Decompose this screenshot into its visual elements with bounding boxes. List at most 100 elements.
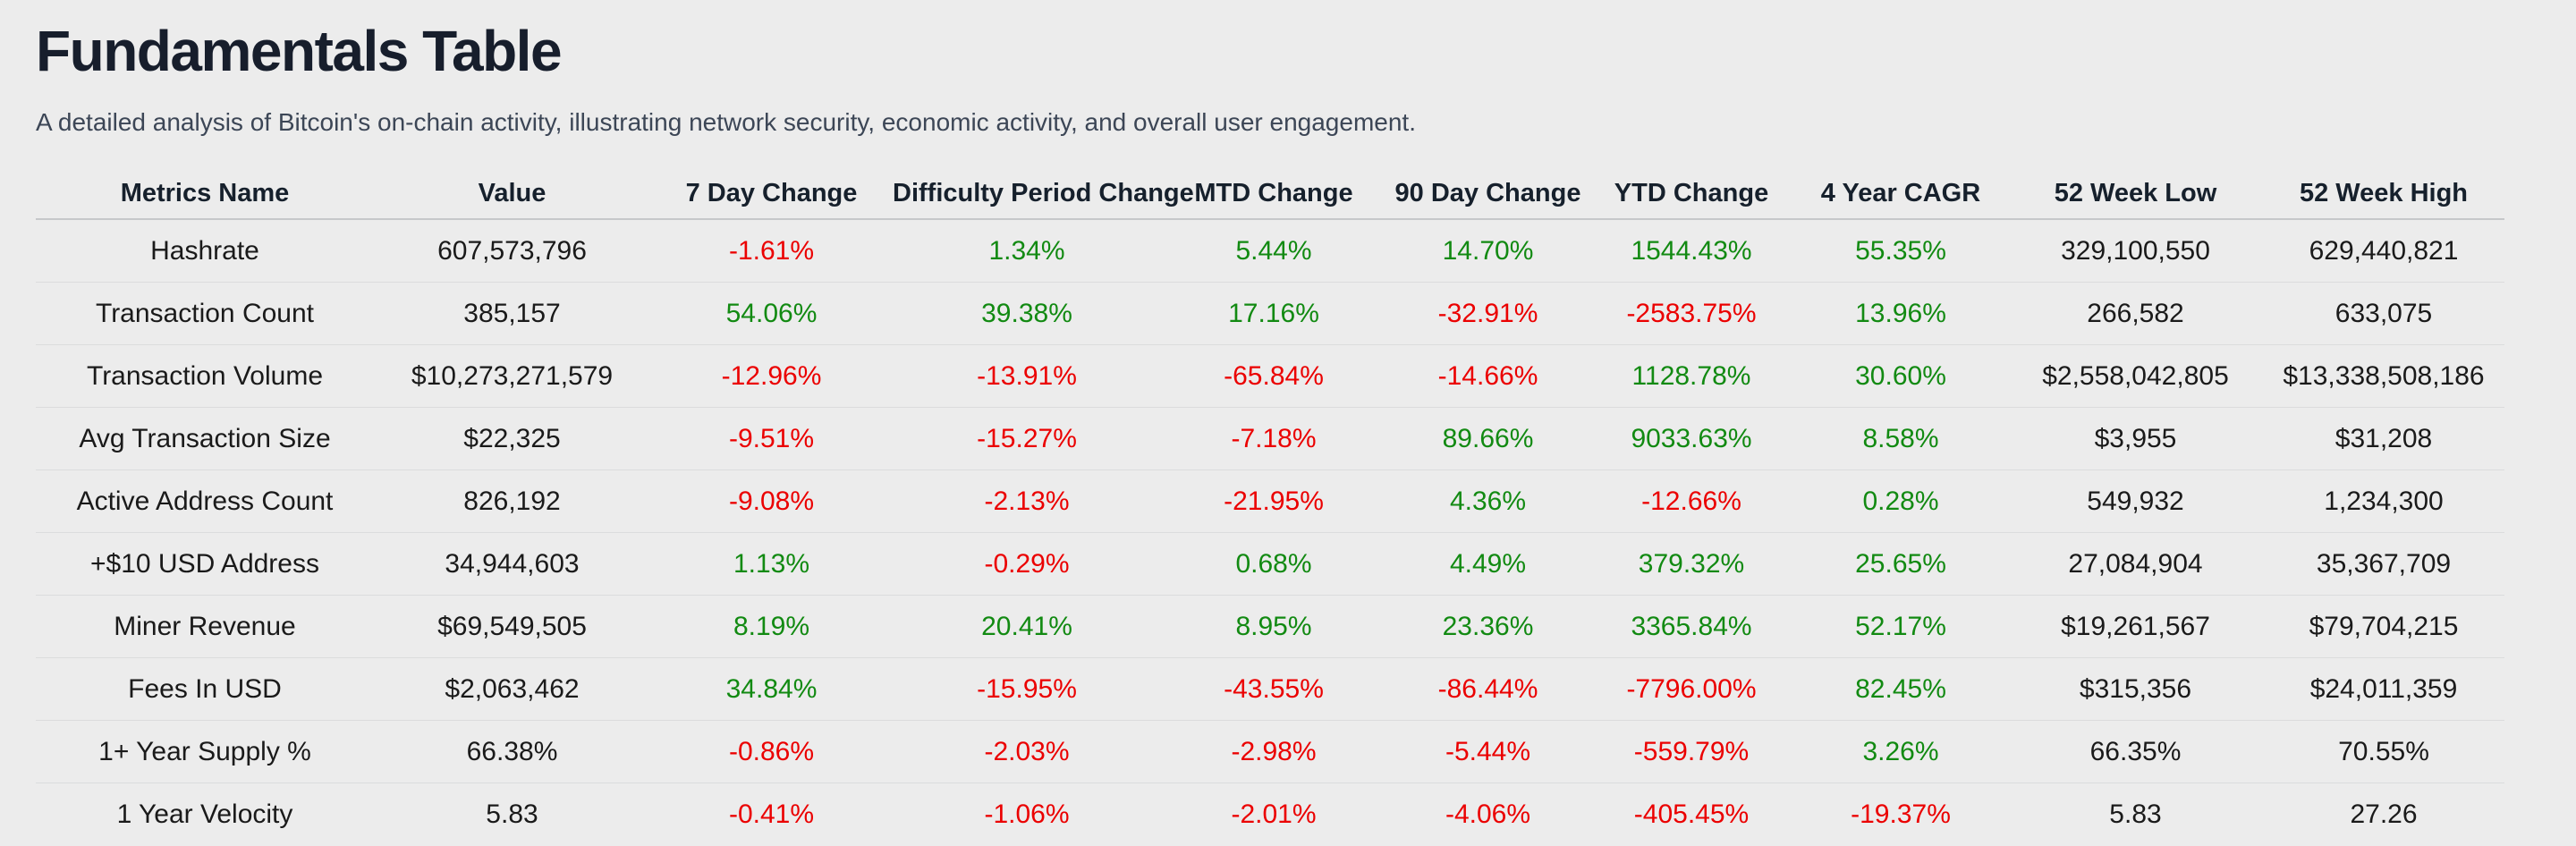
table-cell: 1.13% [733, 548, 810, 579]
fundamentals-table: Metrics Name Value 7 Day Change Difficulty … [36, 168, 2504, 845]
table-cell: 52.17% [1855, 611, 1946, 641]
table-cell: 82.45% [1855, 673, 1946, 704]
table-cell: 266,582 [2087, 298, 2184, 328]
table-cell: 23.36% [1442, 611, 1534, 641]
table-cell: 1544.43% [1631, 235, 1752, 266]
table-cell: 14.70% [1442, 235, 1534, 266]
table-cell: $79,704,215 [2309, 611, 2459, 641]
table-cell: 66.35% [2089, 736, 2182, 766]
table-cell: Miner Revenue [114, 611, 296, 641]
table-cell: Fees In USD [128, 673, 282, 704]
table-cell: 1,234,300 [2324, 486, 2444, 516]
table-row: Fees In USD $2,063,462 34.84% -15.95% -43.55… [36, 657, 2504, 721]
table-cell: -19.37% [1851, 799, 1951, 829]
table-cell: 27.26 [2350, 799, 2418, 829]
table-cell: -12.96% [721, 360, 822, 391]
table-cell: Transaction Volume [86, 360, 324, 391]
table-cell: 633,075 [2334, 298, 2433, 328]
table-cell: Avg Transaction Size [79, 423, 331, 453]
table-cell: 5.83 [486, 799, 538, 829]
table-cell: 0.68% [1235, 548, 1312, 579]
table-cell: $69,549,505 [437, 611, 587, 641]
table-cell: 66.38% [466, 736, 558, 766]
table-cell: 35,367,709 [2316, 548, 2452, 579]
table-row: Miner Revenue $69,549,505 8.19% 20.41% 8.95%… [36, 595, 2504, 658]
table-cell: -0.41% [728, 799, 815, 829]
table-cell: 5.44% [1235, 235, 1312, 266]
table-cell: 54.06% [725, 298, 818, 328]
table-cell: $31,208 [2334, 423, 2433, 453]
column-header: 4 Year CAGR [1820, 178, 1981, 207]
column-header: MTD Change [1194, 178, 1353, 207]
table-header: Metrics Name Value 7 Day Change Difficulty … [36, 168, 2504, 219]
table-cell: -2583.75% [1626, 298, 1757, 328]
table-cell: 8.95% [1235, 611, 1312, 641]
table-cell: -21.95% [1224, 486, 1324, 516]
table-header-row: Metrics Name Value 7 Day Change Difficulty … [36, 168, 2504, 219]
table-cell: -2.13% [984, 486, 1070, 516]
table-cell: -9.08% [728, 486, 815, 516]
table-cell: 8.58% [1862, 423, 1939, 453]
fundamentals-page: Fundamentals Table A detailed analysis o… [36, 21, 2540, 845]
table-cell: 1.34% [988, 235, 1065, 266]
table-cell: 89.66% [1442, 423, 1534, 453]
table-cell: $19,261,567 [2061, 611, 2210, 641]
column-header: 90 Day Change [1394, 178, 1581, 207]
table-cell: $315,356 [2079, 673, 2192, 704]
column-header: YTD Change [1614, 178, 1769, 207]
table-cell: $13,338,508,186 [2283, 360, 2485, 391]
table-cell: 34.84% [725, 673, 818, 704]
table-cell: 17.16% [1228, 298, 1319, 328]
table-cell: -7.18% [1231, 423, 1317, 453]
column-header: Metrics Name [120, 178, 290, 207]
table-row: +$10 USD Address 34,944,603 1.13% -0.29% 0.6… [36, 532, 2504, 596]
table-cell: 385,157 [463, 298, 561, 328]
table-cell: -1.61% [728, 235, 815, 266]
page-subtitle: A detailed analysis of Bitcoin's on-chai… [36, 108, 1416, 136]
table-cell: 70.55% [2338, 736, 2429, 766]
table-cell: 27,084,904 [2068, 548, 2203, 579]
table-cell: -15.27% [977, 423, 1077, 453]
table-cell: Active Address Count [76, 486, 334, 516]
table-cell: 5.83 [2109, 799, 2162, 829]
table-cell: 13.96% [1855, 298, 1946, 328]
table-cell: -43.55% [1224, 673, 1324, 704]
table-row: Active Address Count 826,192 -9.08% -2.13% -… [36, 470, 2504, 533]
table-cell: $24,011,359 [2309, 673, 2458, 704]
table-row: Transaction Count 385,157 54.06% 39.38% 17.1… [36, 282, 2504, 345]
table-cell: -4.06% [1445, 799, 1531, 829]
table-cell: 1+ Year Supply % [98, 736, 311, 766]
table-cell: -0.29% [984, 548, 1070, 579]
table-cell: -86.44% [1437, 673, 1538, 704]
table-row: 1 Year Velocity 5.83 -0.41% -1.06% -2.01% -4.… [36, 783, 2504, 846]
table-cell: 4.49% [1449, 548, 1527, 579]
table-cell: -14.66% [1437, 360, 1538, 391]
table-cell: $22,325 [463, 423, 561, 453]
table-cell: 607,573,796 [437, 235, 587, 266]
table-cell: 8.19% [733, 611, 810, 641]
table-cell: 9033.63% [1631, 423, 1752, 453]
table-cell: -13.91% [977, 360, 1077, 391]
table-cell: -405.45% [1633, 799, 1750, 829]
table-cell: 826,192 [463, 486, 561, 516]
table-cell: 30.60% [1855, 360, 1946, 391]
table-cell: $2,063,462 [445, 673, 580, 704]
table-cell: -7796.00% [1626, 673, 1757, 704]
table-cell: $2,558,042,805 [2042, 360, 2229, 391]
table-cell: -2.98% [1231, 736, 1317, 766]
column-header: Difficulty Period Change [893, 178, 1194, 207]
table-cell: 0.28% [1862, 486, 1939, 516]
table-cell: 629,440,821 [2309, 235, 2459, 266]
table-cell: 379.32% [1638, 548, 1745, 579]
table-cell: -2.03% [984, 736, 1070, 766]
table-cell: 1 Year Velocity [116, 799, 293, 829]
table-cell: -559.79% [1633, 736, 1750, 766]
table-cell: Hashrate [150, 235, 259, 266]
table-cell: -65.84% [1224, 360, 1324, 391]
table-cell: 25.65% [1855, 548, 1946, 579]
column-header: Value [478, 178, 547, 207]
table-cell: 3.26% [1862, 736, 1939, 766]
table-cell: 549,932 [2087, 486, 2184, 516]
table-cell: 34,944,603 [445, 548, 580, 579]
table-cell: 39.38% [981, 298, 1072, 328]
